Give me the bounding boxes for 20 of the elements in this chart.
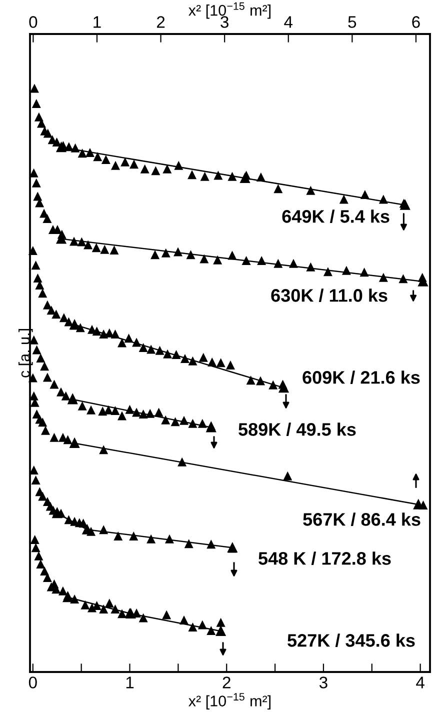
x2-tick-label: 5 <box>348 16 356 28</box>
annotation: 567K / 86.4 ks <box>303 512 420 526</box>
y-axis-title: c [a. u.] <box>18 329 33 378</box>
annotation: 649K / 5.4 ks <box>282 210 390 224</box>
annotation: 548 K / 172.8 ks <box>258 552 391 566</box>
x2-tick-label: 2 <box>156 16 165 28</box>
x-tick-label: 3 <box>319 676 328 688</box>
x-tick-label: 1 <box>126 676 134 688</box>
annotation: 527K / 345.6 ks <box>288 634 415 648</box>
annotation: 630K / 11.0 ks <box>271 288 388 302</box>
annotation: 589K / 49.5 ks <box>238 422 356 436</box>
x2-tick-label: 1 <box>94 16 101 28</box>
annotation: 609K / 21.6 ks <box>302 370 420 384</box>
x2-tick-label: 4 <box>284 16 293 28</box>
x-tick-label: 4 <box>416 676 424 688</box>
x-tick-label: 0 <box>28 676 37 688</box>
x-tick-label: 2 <box>222 676 230 688</box>
x2-tick-label: 6 <box>412 16 420 28</box>
x-axis-title: x² [10$^{−15}$ m²] <box>188 693 270 710</box>
x2-tick-label: 0 <box>29 16 38 28</box>
